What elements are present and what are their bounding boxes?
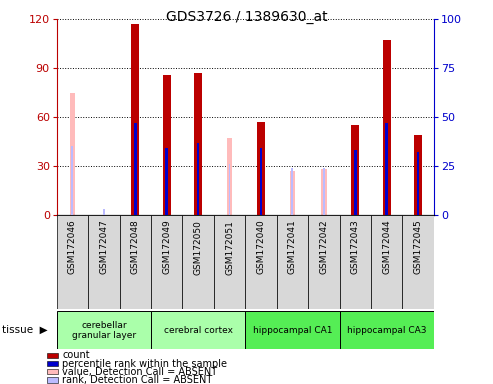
Bar	[383, 40, 390, 215]
Text: GSM172051: GSM172051	[225, 220, 234, 275]
Bar	[71, 147, 73, 215]
Bar	[257, 122, 265, 215]
Bar	[151, 215, 182, 309]
Text: GSM172040: GSM172040	[256, 220, 266, 275]
Bar	[194, 73, 202, 215]
Bar	[151, 311, 245, 349]
Text: GSM172043: GSM172043	[351, 220, 360, 275]
Bar	[47, 369, 58, 374]
Text: GSM172042: GSM172042	[319, 220, 328, 275]
Text: hippocampal CA1: hippocampal CA1	[252, 326, 332, 335]
Bar	[371, 215, 402, 309]
Text: cerebral cortex: cerebral cortex	[164, 326, 233, 335]
Text: GSM172047: GSM172047	[99, 220, 108, 275]
Bar	[182, 215, 214, 309]
Bar	[227, 138, 232, 215]
Text: count: count	[62, 351, 90, 361]
Bar	[291, 168, 293, 215]
Bar	[47, 361, 58, 366]
Bar	[354, 151, 356, 215]
Bar	[88, 215, 119, 309]
Bar	[57, 215, 88, 309]
Bar	[119, 215, 151, 309]
Bar	[197, 142, 199, 215]
Text: GSM172050: GSM172050	[194, 220, 203, 275]
Bar	[352, 125, 359, 215]
Bar	[402, 215, 434, 309]
Text: tissue  ▶: tissue ▶	[2, 325, 48, 335]
Text: GDS3726 / 1389630_at: GDS3726 / 1389630_at	[166, 10, 327, 23]
Bar	[47, 377, 58, 382]
Text: rank, Detection Call = ABSENT: rank, Detection Call = ABSENT	[62, 375, 212, 384]
Bar	[134, 123, 137, 215]
Bar	[417, 152, 420, 215]
Text: GSM172045: GSM172045	[414, 220, 423, 275]
Text: GSM172041: GSM172041	[288, 220, 297, 275]
Bar	[57, 311, 151, 349]
Bar	[163, 75, 171, 215]
Bar	[277, 215, 308, 309]
Text: percentile rank within the sample: percentile rank within the sample	[62, 359, 227, 369]
Bar	[260, 149, 262, 215]
Bar	[340, 311, 434, 349]
Bar	[245, 215, 277, 309]
Bar	[340, 215, 371, 309]
Text: GSM172049: GSM172049	[162, 220, 171, 275]
Bar	[131, 24, 139, 215]
Bar	[323, 168, 325, 215]
Bar	[70, 93, 75, 215]
Text: GSM172048: GSM172048	[131, 220, 140, 275]
Text: GSM172044: GSM172044	[382, 220, 391, 275]
Bar	[321, 169, 327, 215]
Text: hippocampal CA3: hippocampal CA3	[347, 326, 426, 335]
Bar	[289, 171, 295, 215]
Text: GSM172046: GSM172046	[68, 220, 77, 275]
Bar	[229, 164, 231, 215]
Bar	[214, 215, 246, 309]
Bar	[103, 209, 105, 215]
Bar	[386, 123, 388, 215]
Bar	[166, 149, 168, 215]
Text: cerebellar
granular layer: cerebellar granular layer	[72, 321, 136, 340]
Bar	[414, 135, 422, 215]
Bar	[308, 215, 340, 309]
Bar	[47, 353, 58, 358]
Text: value, Detection Call = ABSENT: value, Detection Call = ABSENT	[62, 367, 217, 377]
Bar	[245, 311, 340, 349]
